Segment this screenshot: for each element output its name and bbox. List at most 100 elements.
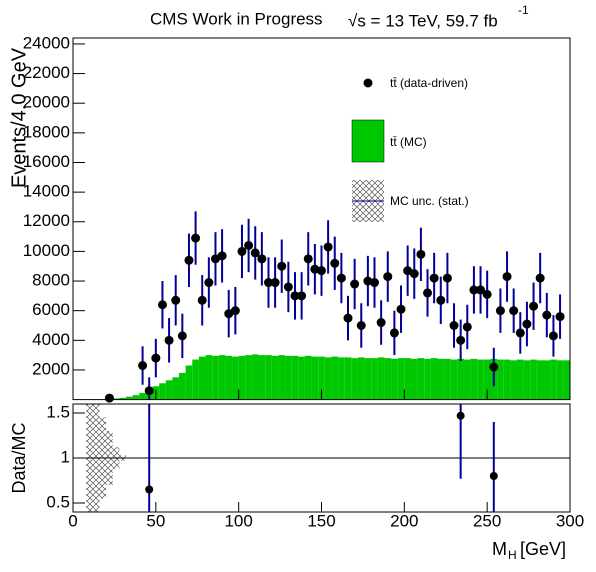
data-point [396, 304, 406, 314]
data-point [449, 321, 459, 331]
data-point [297, 291, 307, 301]
data-point [303, 254, 313, 264]
y-tick-label: 1 [61, 447, 70, 466]
ratio-point [145, 485, 154, 494]
legend-label: tt̄ (data-driven) [390, 76, 468, 90]
y-label: Events/4.0 GeV [8, 47, 30, 188]
mc-bar [278, 355, 286, 400]
data-point [177, 331, 187, 341]
mc-bar [530, 359, 537, 400]
data-point [442, 273, 452, 283]
mc-bar [556, 360, 564, 400]
y-tick-label: 8000 [32, 271, 70, 290]
mc-bar [218, 355, 226, 400]
data-point [423, 288, 433, 298]
mc-bar [139, 392, 146, 400]
mc-bar [159, 383, 166, 400]
subtitle: √s = 13 TeV, 59.7 fb [348, 11, 498, 30]
mc-bar [457, 358, 464, 400]
data-point [416, 249, 426, 259]
ratio-point [456, 411, 465, 420]
data-point [343, 313, 353, 323]
data-point [290, 291, 300, 301]
mc-bar [245, 355, 252, 400]
frame [72, 37, 571, 401]
y-tick-label: 2000 [32, 359, 70, 378]
data-point [138, 361, 148, 371]
mc-bar [444, 358, 451, 400]
data-point [370, 278, 380, 288]
mc-bar [563, 360, 570, 400]
x-tick-label: 150 [307, 511, 335, 530]
mc-bar [119, 397, 127, 400]
x-tick-label: 50 [146, 511, 165, 530]
data-point [217, 251, 227, 261]
mc-bar [550, 359, 557, 400]
x-tick-label: 100 [224, 511, 252, 530]
mc-bar [397, 358, 405, 400]
x-tick-label: 250 [473, 511, 501, 530]
mc-bar [410, 358, 418, 400]
subtitle-sup: -1 [518, 3, 529, 17]
mc-bar [311, 356, 319, 400]
mc-bar [510, 360, 517, 400]
data-point [476, 285, 486, 295]
data-point [535, 273, 545, 283]
data-point [257, 254, 267, 264]
x-tick-label: 200 [390, 511, 418, 530]
ratio-frame [72, 403, 571, 513]
y-tick-label: 24000 [23, 33, 70, 52]
data-point [350, 279, 360, 289]
mc-bar [497, 359, 504, 400]
data-point [502, 272, 512, 282]
ratio-point [489, 472, 498, 480]
mc-bar [437, 358, 445, 400]
mc-bar [523, 360, 531, 400]
mc-bar [344, 357, 352, 400]
x-tick-label: 0 [68, 511, 77, 530]
mc-bar [324, 357, 332, 400]
data-point [144, 386, 154, 396]
x-label: M [492, 539, 507, 559]
mc-bar [225, 355, 233, 400]
mc-bar [265, 355, 272, 400]
x-tick-label: 300 [556, 511, 584, 530]
data-point [151, 353, 161, 363]
data-point [164, 335, 174, 345]
data-point [509, 306, 519, 316]
data-point [409, 269, 419, 279]
ratio-y-label: Data/MC [9, 422, 29, 493]
mc-bar [477, 359, 484, 400]
mc-bar [304, 355, 312, 400]
mc-bar [338, 357, 345, 400]
x-label-sub: H [508, 548, 517, 562]
data-point [104, 393, 114, 403]
mc-bar [377, 357, 385, 400]
data-point [171, 295, 181, 305]
mc-bar [463, 359, 471, 400]
y-tick-label: 18000 [23, 122, 70, 141]
y-tick-label: 20000 [23, 93, 70, 112]
data-point [429, 273, 439, 283]
y-tick-label: 0.5 [46, 492, 70, 511]
mc-bar [271, 355, 279, 400]
data-point [356, 321, 366, 331]
data-point [456, 335, 466, 345]
mc-bar [331, 356, 339, 400]
y-tick-label: 4000 [32, 330, 70, 349]
data-point [191, 233, 201, 243]
data-point [184, 255, 194, 265]
mc-bar [205, 355, 213, 400]
mc-bar [112, 398, 120, 400]
data-point [389, 328, 399, 338]
data-point [462, 322, 472, 332]
mc-bar [172, 377, 180, 400]
mc-bar [503, 359, 511, 400]
data-point [283, 282, 293, 292]
data-point [529, 301, 539, 311]
mc-bar [470, 358, 478, 400]
data-point [515, 328, 525, 338]
mc-bar [430, 358, 438, 400]
mc-bar [126, 396, 133, 400]
